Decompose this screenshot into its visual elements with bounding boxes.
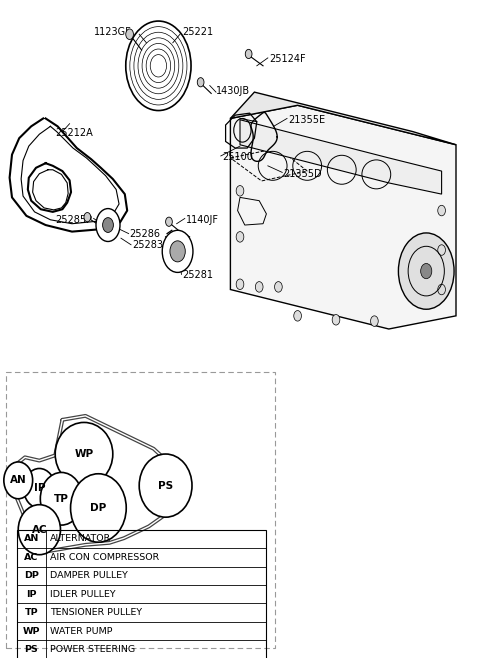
Text: AN: AN — [10, 475, 26, 486]
Circle shape — [236, 186, 244, 196]
Text: 25285P: 25285P — [55, 215, 92, 226]
Ellipse shape — [4, 462, 33, 499]
Ellipse shape — [55, 422, 113, 486]
Text: TP: TP — [24, 608, 38, 617]
Circle shape — [275, 282, 282, 292]
Text: AC: AC — [32, 524, 47, 535]
Polygon shape — [240, 120, 442, 194]
Text: 1430JB: 1430JB — [216, 86, 250, 96]
Ellipse shape — [71, 474, 126, 542]
Text: 25124F: 25124F — [269, 54, 305, 64]
Circle shape — [255, 282, 263, 292]
Circle shape — [197, 78, 204, 87]
Text: 25100: 25100 — [222, 151, 252, 162]
Text: 25212A: 25212A — [55, 128, 93, 138]
Ellipse shape — [24, 468, 55, 508]
Circle shape — [170, 241, 185, 262]
Circle shape — [96, 209, 120, 241]
Circle shape — [126, 29, 133, 39]
Text: POWER STEERING: POWER STEERING — [50, 645, 135, 654]
Text: 25221: 25221 — [182, 26, 214, 37]
Text: WP: WP — [74, 449, 94, 459]
Circle shape — [398, 233, 454, 309]
Text: ALTERNATOR: ALTERNATOR — [50, 534, 112, 544]
Text: WATER PUMP: WATER PUMP — [50, 626, 113, 636]
Text: AN: AN — [24, 534, 39, 544]
Text: 1123GF: 1123GF — [94, 26, 132, 37]
Circle shape — [236, 279, 244, 290]
Circle shape — [84, 213, 91, 222]
Text: 25286: 25286 — [130, 228, 161, 239]
Text: 25283: 25283 — [132, 240, 163, 250]
Circle shape — [166, 217, 172, 226]
Text: DP: DP — [90, 503, 107, 513]
Text: TP: TP — [54, 494, 69, 504]
Text: PS: PS — [158, 480, 173, 491]
Polygon shape — [230, 105, 456, 329]
Text: AIR CON COMPRESSOR: AIR CON COMPRESSOR — [50, 553, 160, 562]
Ellipse shape — [40, 472, 83, 525]
Polygon shape — [230, 92, 456, 145]
Circle shape — [245, 49, 252, 59]
Circle shape — [332, 315, 340, 325]
Ellipse shape — [139, 454, 192, 517]
Text: 21355E: 21355E — [288, 114, 325, 125]
FancyBboxPatch shape — [6, 372, 275, 648]
Circle shape — [103, 218, 113, 232]
Ellipse shape — [18, 505, 60, 555]
Text: IP: IP — [26, 590, 36, 599]
Text: AC: AC — [24, 553, 38, 562]
Text: DP: DP — [24, 571, 38, 580]
Text: IP: IP — [34, 483, 45, 494]
Text: 25281: 25281 — [182, 270, 214, 280]
Text: 21355D: 21355D — [283, 169, 322, 180]
Text: IDLER PULLEY: IDLER PULLEY — [50, 590, 116, 599]
Text: DAMPER PULLEY: DAMPER PULLEY — [50, 571, 128, 580]
Circle shape — [162, 230, 193, 272]
Text: PS: PS — [24, 645, 38, 654]
Circle shape — [420, 263, 432, 279]
Text: TENSIONER PULLEY: TENSIONER PULLEY — [50, 608, 143, 617]
Circle shape — [438, 284, 445, 295]
Circle shape — [371, 316, 378, 326]
Text: WP: WP — [23, 626, 40, 636]
Circle shape — [438, 205, 445, 216]
Circle shape — [438, 245, 445, 255]
Circle shape — [294, 311, 301, 321]
Text: 1140JF: 1140JF — [186, 215, 219, 226]
Circle shape — [236, 232, 244, 242]
